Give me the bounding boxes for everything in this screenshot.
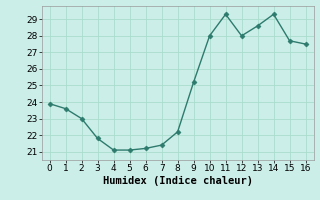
X-axis label: Humidex (Indice chaleur): Humidex (Indice chaleur) bbox=[103, 176, 252, 186]
